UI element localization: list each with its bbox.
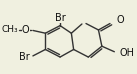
- Text: O: O: [117, 15, 124, 25]
- Text: Br: Br: [55, 13, 65, 23]
- Text: Br: Br: [19, 52, 30, 62]
- Text: O: O: [22, 25, 30, 35]
- Text: OH: OH: [120, 48, 135, 58]
- Text: CH₃: CH₃: [2, 25, 18, 34]
